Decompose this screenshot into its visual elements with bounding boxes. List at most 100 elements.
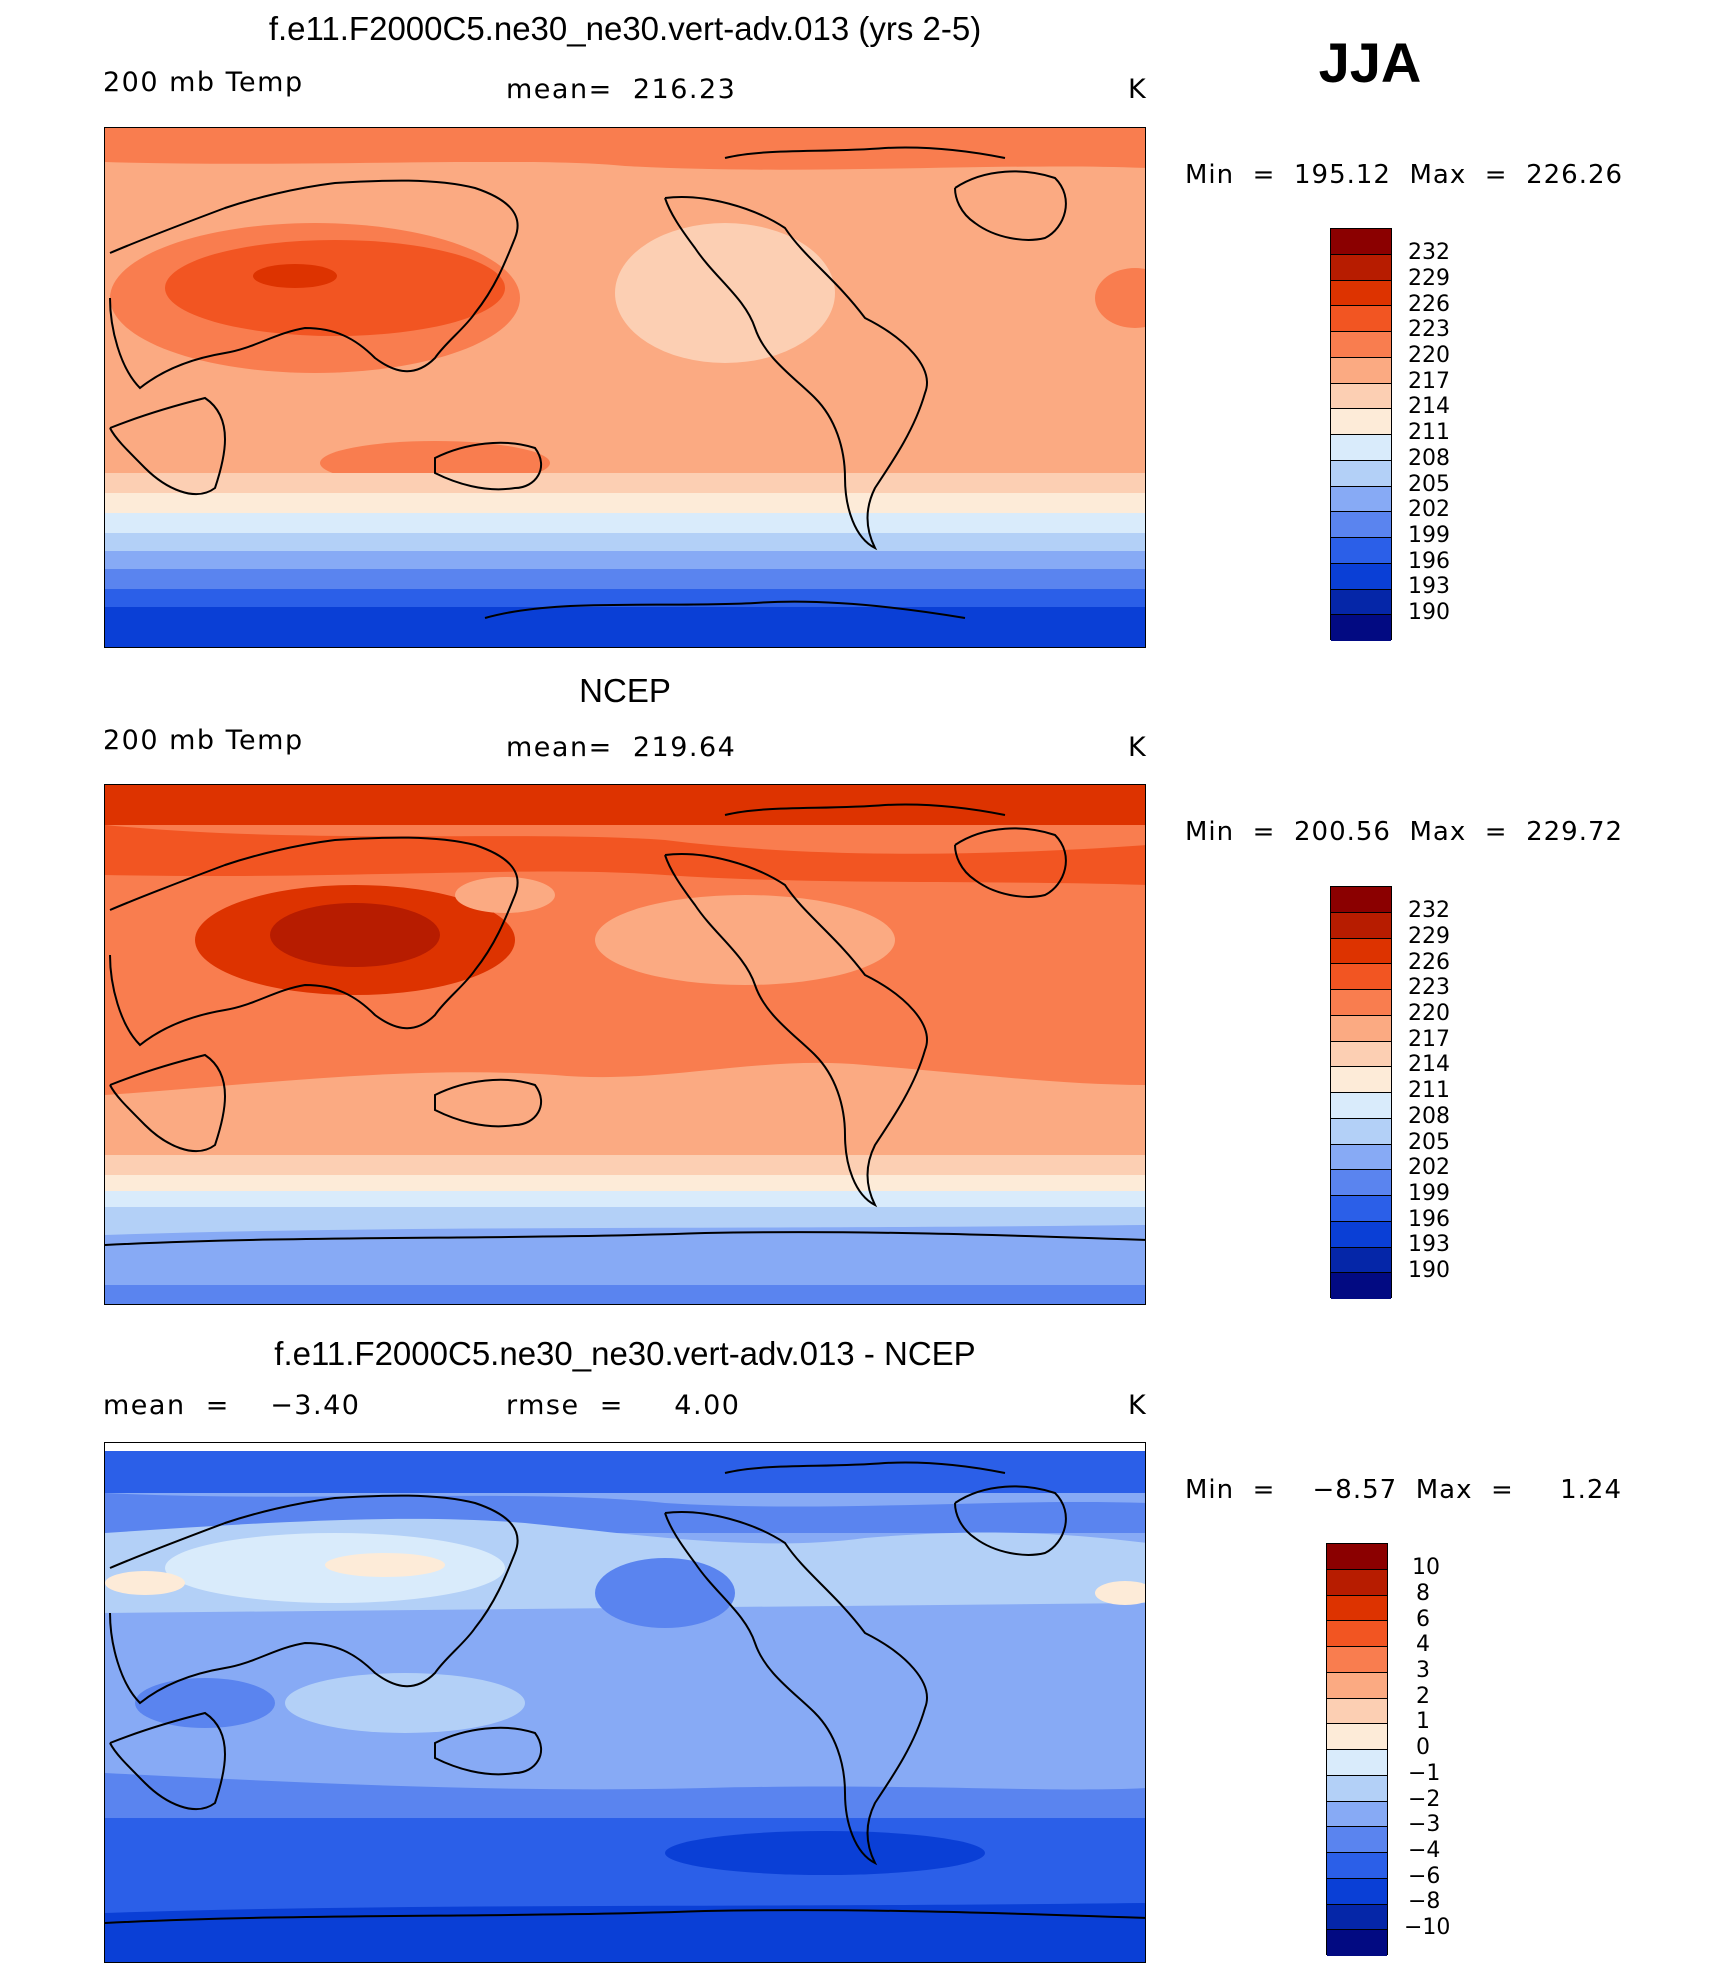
colorbar-label: 8 bbox=[1416, 1581, 1430, 1606]
swatch bbox=[1331, 563, 1391, 590]
swatch bbox=[1331, 486, 1391, 513]
swatch bbox=[1327, 1647, 1387, 1673]
colorbar-label: 214 bbox=[1408, 1052, 1450, 1077]
swatch bbox=[1327, 1698, 1387, 1725]
colorbar-label: 217 bbox=[1408, 369, 1450, 394]
swatch bbox=[1331, 357, 1391, 384]
swatch bbox=[1327, 1750, 1387, 1776]
swatch bbox=[1331, 1041, 1391, 1068]
swatch bbox=[1331, 1093, 1391, 1119]
swatch bbox=[1331, 964, 1391, 990]
panel3-units: K bbox=[1128, 1390, 1148, 1421]
panel1-minmax: Min = 195.12 Max = 226.26 bbox=[1185, 160, 1624, 190]
swatch bbox=[1327, 1878, 1387, 1905]
swatch bbox=[1331, 280, 1391, 307]
swatch bbox=[1327, 1724, 1387, 1750]
swatch bbox=[1331, 435, 1391, 461]
colorbar-label: 3 bbox=[1416, 1658, 1430, 1683]
panel3-contour-field bbox=[105, 1443, 1145, 1962]
colorbar-label: −1 bbox=[1408, 1761, 1441, 1786]
swatch bbox=[1327, 1621, 1387, 1647]
colorbar-label: 229 bbox=[1408, 924, 1450, 949]
colorbar-label: 217 bbox=[1408, 1027, 1450, 1052]
panel2-units: K bbox=[1128, 732, 1148, 763]
colorbar-label: 199 bbox=[1408, 523, 1450, 548]
panel2-minmax: Min = 200.56 Max = 229.72 bbox=[1185, 817, 1624, 847]
colorbar-label: 226 bbox=[1408, 292, 1450, 317]
swatch bbox=[1327, 1930, 1387, 1956]
panel2-colorbar-swatches bbox=[1330, 886, 1392, 1299]
colorbar-label: 196 bbox=[1408, 1207, 1450, 1232]
colorbar-label: 10 bbox=[1412, 1555, 1440, 1580]
swatch bbox=[1331, 1221, 1391, 1248]
panel3-colorbar: 10 8 6 4 3 2 1 0 −1 −2 −3 −4 −6 −8 −10 bbox=[1326, 1543, 1456, 1956]
panel1-variable-label: 200 mb Temp bbox=[103, 67, 304, 98]
colorbar-label: 6 bbox=[1416, 1607, 1430, 1632]
colorbar-label: 211 bbox=[1408, 1078, 1450, 1103]
swatch bbox=[1331, 990, 1391, 1016]
colorbar-label: −2 bbox=[1408, 1787, 1441, 1812]
colorbar-label: 193 bbox=[1408, 574, 1450, 599]
colorbar-label: 190 bbox=[1408, 600, 1450, 625]
panel1-title: f.e11.F2000C5.ne30_ne30.vert-adv.013 (yr… bbox=[268, 10, 982, 47]
colorbar-label: −8 bbox=[1408, 1889, 1441, 1914]
colorbar-label: 199 bbox=[1408, 1181, 1450, 1206]
swatch bbox=[1331, 229, 1391, 255]
swatch bbox=[1331, 912, 1391, 939]
colorbar-label: 202 bbox=[1408, 1155, 1450, 1180]
swatch bbox=[1331, 887, 1391, 913]
colorbar-label: 232 bbox=[1408, 898, 1450, 923]
swatch bbox=[1331, 383, 1391, 410]
swatch bbox=[1327, 1853, 1387, 1879]
panel1-units: K bbox=[1128, 74, 1148, 105]
colorbar-label: 223 bbox=[1408, 317, 1450, 342]
panel2-title: NCEP bbox=[579, 672, 671, 709]
swatch bbox=[1327, 1595, 1387, 1622]
panel2-mean-label: mean= 219.64 bbox=[506, 732, 737, 763]
swatch bbox=[1331, 1067, 1391, 1093]
panel1-contour-field bbox=[105, 128, 1145, 647]
swatch bbox=[1331, 615, 1391, 641]
colorbar-label: 2 bbox=[1416, 1684, 1430, 1709]
swatch bbox=[1331, 538, 1391, 564]
swatch bbox=[1331, 254, 1391, 281]
swatch bbox=[1327, 1827, 1387, 1853]
swatch bbox=[1327, 1775, 1387, 1802]
panel2-colorbar: 232 229 226 223 220 217 214 211 208 205 … bbox=[1330, 886, 1460, 1299]
panel2-contour-field bbox=[105, 785, 1145, 1304]
swatch bbox=[1327, 1544, 1387, 1570]
swatch bbox=[1331, 306, 1391, 332]
swatch bbox=[1327, 1801, 1387, 1828]
season-label: JJA bbox=[1318, 31, 1422, 94]
swatch bbox=[1331, 1196, 1391, 1222]
swatch bbox=[1331, 1015, 1391, 1042]
swatch bbox=[1331, 460, 1391, 487]
colorbar-label: −3 bbox=[1408, 1812, 1441, 1837]
panel1-colorbar: 232 229 226 223 220 217 214 211 208 205 … bbox=[1330, 228, 1460, 641]
colorbar-label: −10 bbox=[1404, 1915, 1451, 1940]
swatch bbox=[1331, 332, 1391, 358]
colorbar-label: 0 bbox=[1416, 1735, 1430, 1760]
swatch bbox=[1331, 1144, 1391, 1171]
world-coastline-outline bbox=[105, 803, 1145, 1246]
colorbar-label: 205 bbox=[1408, 1130, 1450, 1155]
colorbar-label: 1 bbox=[1416, 1709, 1430, 1734]
colorbar-label: 220 bbox=[1408, 1001, 1450, 1026]
panel2-map bbox=[104, 784, 1146, 1305]
panel3-mean-label: mean = −3.40 bbox=[103, 1390, 361, 1421]
swatch bbox=[1331, 1118, 1391, 1145]
panel3-colorbar-swatches bbox=[1326, 1543, 1388, 1956]
colorbar-label: 229 bbox=[1408, 266, 1450, 291]
panel3-title: f.e11.F2000C5.ne30_ne30.vert-adv.013 - N… bbox=[274, 1335, 976, 1372]
world-coastline-outline bbox=[109, 146, 1067, 619]
panel3-minmax: Min = −8.57 Max = 1.24 bbox=[1185, 1475, 1622, 1505]
colorbar-label: 232 bbox=[1408, 240, 1450, 265]
colorbar-label: 196 bbox=[1408, 549, 1450, 574]
colorbar-label: 202 bbox=[1408, 497, 1450, 522]
colorbar-label: 190 bbox=[1408, 1258, 1450, 1283]
colorbar-label: 193 bbox=[1408, 1232, 1450, 1257]
panel3-rmse-label: rmse = 4.00 bbox=[506, 1390, 741, 1421]
colorbar-label: 208 bbox=[1408, 1104, 1450, 1129]
swatch bbox=[1331, 512, 1391, 538]
colorbar-label: −4 bbox=[1408, 1838, 1441, 1863]
